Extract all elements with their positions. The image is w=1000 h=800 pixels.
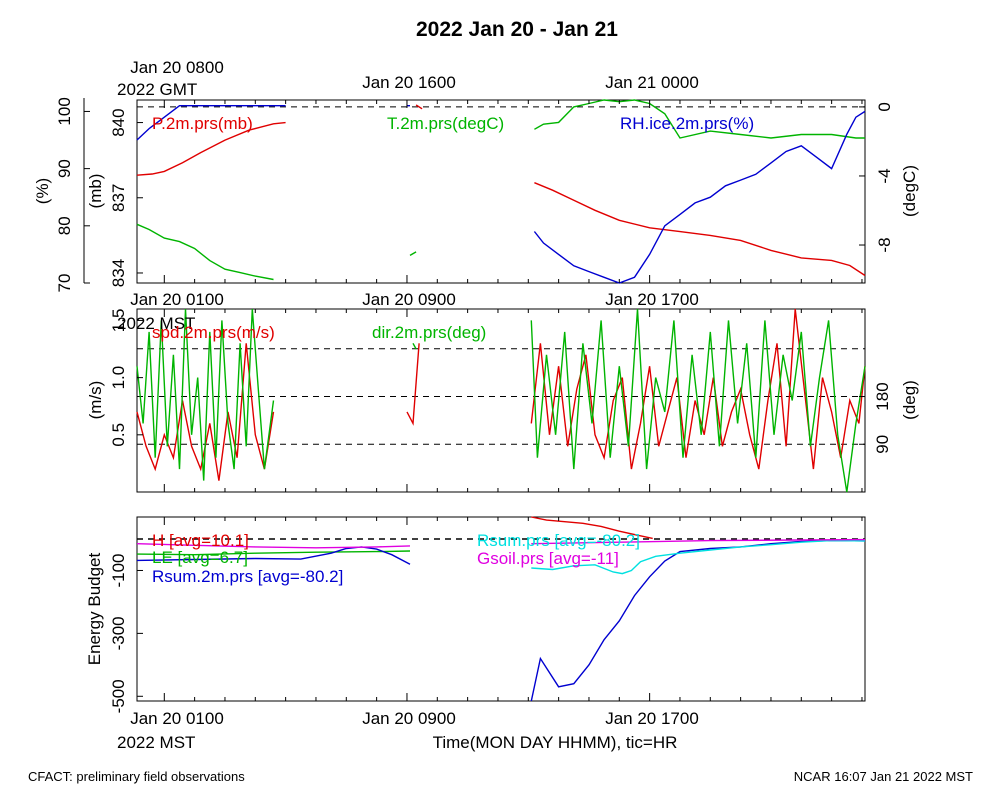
top-axis-tick-3: Jan 21 0000 (605, 73, 699, 92)
legend-temperature: T.2m.prs(degC) (387, 114, 504, 133)
y-tick-label: 834 (109, 259, 128, 287)
legend-pressure: P.2m.prs(mb) (152, 114, 253, 133)
panel3-series (136, 516, 866, 702)
series-line-p-2m-prs-mb- (415, 104, 423, 110)
series-line-t-2m-prs-degc- (534, 99, 865, 139)
panel1-temperature-axis-ticks: -8 -4 0 (859, 102, 894, 253)
mid-axis-tick-1: Jan 20 0100 (130, 290, 224, 309)
legend-wind-direction: dir.2m.prs(deg) (372, 323, 486, 342)
panel2-reference-lines (137, 348, 865, 445)
y-tick-label: 837 (109, 184, 128, 212)
mid-axis-tz: 2022 MST (117, 314, 195, 333)
legend-rsum-2m: Rsum.2m.prs [avg=-80.2] (152, 567, 343, 586)
series-line-p-2m-prs-mb- (136, 121, 286, 176)
legend-rh-ice: RH.ice.2m.prs(%) (620, 114, 754, 133)
legend-wind-speed: spd.2m.prs(m/s) (152, 323, 275, 342)
y-tick-label: 1.0 (109, 366, 128, 390)
y-tick-label: 0.5 (109, 423, 128, 447)
series-line-rh-ice-2m-prs- (533, 110, 866, 284)
legend-gsoil: Gsoil.prs [avg=-11] (477, 549, 619, 568)
y-tick-label: 1.5 (109, 309, 128, 333)
panel-wind: Jan 20 0100 2022 MST Jan 20 0900 Jan 20 … (86, 290, 919, 493)
y-tick-label: 840 (109, 108, 128, 136)
panel1-frame (136, 99, 866, 284)
panel1-series (136, 99, 866, 284)
legend-rsum: Rsum.prs [avg=-80.2] (477, 531, 640, 550)
y-tick-label: 180 (873, 382, 892, 410)
panel-energy-budget: -500-300-100 Energy Budget H [avg=10.1] … (85, 516, 866, 752)
panel2-x-ticks (163, 309, 863, 492)
panel2-speed-axis-ticks: 0.5 1.0 1.5 (109, 309, 143, 447)
bottom-axis-tick-3: Jan 20 1700 (605, 709, 699, 728)
panel-pressure-temperature-rh: Jan 20 0800 2022 GMT Jan 20 1600 Jan 21 … (33, 58, 919, 292)
bottom-axis-tick-2: Jan 20 0900 (362, 709, 456, 728)
series-line-rsum-2m-prs-avg-80-2- (136, 546, 411, 565)
panel3-energy-axis-label: Energy Budget (85, 552, 104, 665)
panel1-rh-axis-label: (%) (33, 178, 52, 204)
panel3-frame (136, 516, 866, 702)
y-tick-label: 70 (55, 274, 74, 293)
y-tick-label: -8 (875, 237, 894, 252)
mid-axis-tick-3: Jan 20 1700 (605, 290, 699, 309)
series-line-rh-ice-2m-prs- (136, 104, 286, 141)
panel1-rh-axis-ticks: 70 80 90 100 (55, 97, 90, 292)
y-tick-label: -100 (109, 553, 128, 587)
legend-latent-heat: LE [avg=6.7] (152, 548, 248, 567)
bottom-axis-tick-1: Jan 20 0100 (130, 709, 224, 728)
footer-left: CFACT: preliminary field observations (28, 769, 245, 784)
panel2-series (136, 308, 866, 493)
series-line-h-avg-10-1- (531, 516, 653, 540)
series-line-gsoil-prs-avg-11- (531, 538, 866, 545)
series-line-spd-2m-prs-m-s- (530, 308, 866, 470)
y-tick-label: -300 (109, 616, 128, 650)
top-axis-tick-1: Jan 20 0800 (130, 58, 224, 77)
panel1-temperature-axis-label: (degC) (900, 165, 919, 217)
x-axis-label: Time(MON DAY HHMM), tic=HR (433, 733, 678, 752)
y-tick-label: 80 (55, 216, 74, 235)
panel1-x-ticks (163, 100, 863, 283)
chart-title: 2022 Jan 20 - Jan 21 (416, 18, 618, 41)
series-line-dir-2m-prs-deg- (412, 342, 417, 350)
series-line-rsum-2m-prs-avg-80-2- (530, 539, 866, 702)
panel2-direction-axis-label: (deg) (900, 380, 919, 420)
mid-axis-tick-2: Jan 20 0900 (362, 290, 456, 309)
series-line-t-2m-prs-degc- (409, 251, 417, 257)
panel2-frame (136, 308, 866, 493)
top-axis-tick-2: Jan 20 1600 (362, 73, 456, 92)
panel3-energy-axis-ticks: -500 -300 -100 (109, 553, 143, 713)
y-tick-label: -4 (875, 168, 894, 183)
bottom-axis-tz: 2022 MST (117, 733, 195, 752)
footer-right: NCAR 16:07 Jan 21 2022 MST (794, 769, 973, 784)
y-tick-label: 90 (55, 159, 74, 178)
y-tick-label: -500 (109, 679, 128, 713)
panel2-direction-axis-ticks: 90 180 (859, 382, 892, 454)
panel2-speed-axis-label: (m/s) (86, 381, 105, 420)
series-line-dir-2m-prs-deg- (136, 308, 275, 481)
series-line-rsum-prs-avg-80-2- (531, 539, 866, 575)
series-line-dir-2m-prs-deg- (530, 308, 866, 493)
y-tick-label: 0 (875, 102, 894, 111)
top-axis-tz: 2022 GMT (117, 80, 197, 99)
panel1-pressure-axis-ticks: 834 837 840 (109, 108, 143, 287)
legend-sensible-heat: H [avg=10.1] (152, 531, 249, 550)
panel3-x-ticks (163, 517, 863, 701)
y-tick-label: 100 (55, 97, 74, 125)
panel1-pressure-axis-label: (mb) (86, 174, 105, 209)
series-line-t-2m-prs-degc- (136, 223, 274, 281)
y-tick-label: 90 (873, 435, 892, 454)
series-line-spd-2m-prs-m-s- (406, 343, 420, 426)
series-line-p-2m-prs-mb- (534, 182, 866, 277)
series-line-gsoil-prs-avg-11- (136, 543, 411, 549)
